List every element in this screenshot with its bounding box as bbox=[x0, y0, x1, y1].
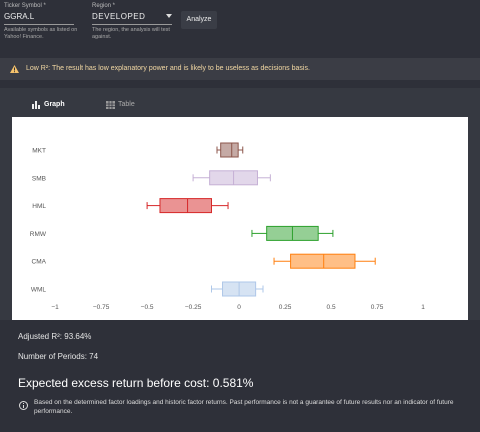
graph-icon bbox=[32, 101, 40, 109]
x-tick-label: −1 bbox=[51, 304, 59, 311]
x-tick-label: −0.75 bbox=[93, 304, 110, 311]
category-label: RMW bbox=[30, 231, 47, 238]
category-label: CMA bbox=[32, 259, 47, 266]
x-tick-label: −0.5 bbox=[141, 304, 154, 311]
ticker-help: Available symbols as listed on Yahoo! Fi… bbox=[4, 27, 78, 40]
box bbox=[220, 142, 239, 158]
warning-bar: Low R²: The result has low explanatory p… bbox=[0, 58, 480, 80]
category-label: SMB bbox=[32, 175, 46, 182]
warning-text: Low R²: The result has low explanatory p… bbox=[26, 58, 310, 80]
expected-return: Expected excess return before cost: 0.58… bbox=[18, 376, 254, 390]
tab-table[interactable]: Table bbox=[118, 101, 135, 108]
ticker-input[interactable]: GGRA.L bbox=[4, 12, 74, 25]
adjusted-r2: Adjusted R²: 93.64% bbox=[18, 332, 92, 341]
x-tick-label: 0.75 bbox=[371, 304, 384, 311]
category-label: MKT bbox=[32, 148, 46, 155]
tab-graph[interactable]: Graph bbox=[44, 101, 65, 108]
x-tick-label: 0 bbox=[237, 304, 241, 311]
category-label: HML bbox=[32, 203, 46, 210]
table-icon bbox=[106, 101, 115, 109]
x-tick-label: 0.25 bbox=[279, 304, 292, 311]
region-label: Region * bbox=[92, 3, 116, 9]
analyze-button[interactable]: Analyze bbox=[181, 11, 217, 29]
warning-message: The result has low explanatory power and… bbox=[51, 65, 310, 72]
info-icon bbox=[19, 401, 28, 410]
category-label: WML bbox=[31, 287, 47, 294]
warning-strong: Low R²: bbox=[26, 65, 51, 72]
warning-icon bbox=[10, 65, 19, 73]
dropdown-arrow bbox=[166, 14, 172, 18]
ticker-label: Ticker Symbol * bbox=[4, 3, 46, 9]
region-select[interactable]: DEVELOPED bbox=[92, 12, 172, 25]
x-tick-label: 0.5 bbox=[327, 304, 336, 311]
region-help: The region, the analysis will test again… bbox=[92, 27, 170, 40]
x-tick-label: 1 bbox=[421, 304, 425, 311]
box bbox=[159, 198, 212, 214]
periods: Number of Periods: 74 bbox=[18, 352, 99, 361]
disclaimer: Based on the determined factor loadings … bbox=[34, 399, 454, 415]
box-chart: −1 −0.75 −0.5 −0.25 0 0.25 0.5 0.75 1 MKT SMB HML RM… bbox=[12, 117, 468, 320]
x-tick-label: −0.25 bbox=[185, 304, 202, 311]
box bbox=[290, 253, 356, 269]
